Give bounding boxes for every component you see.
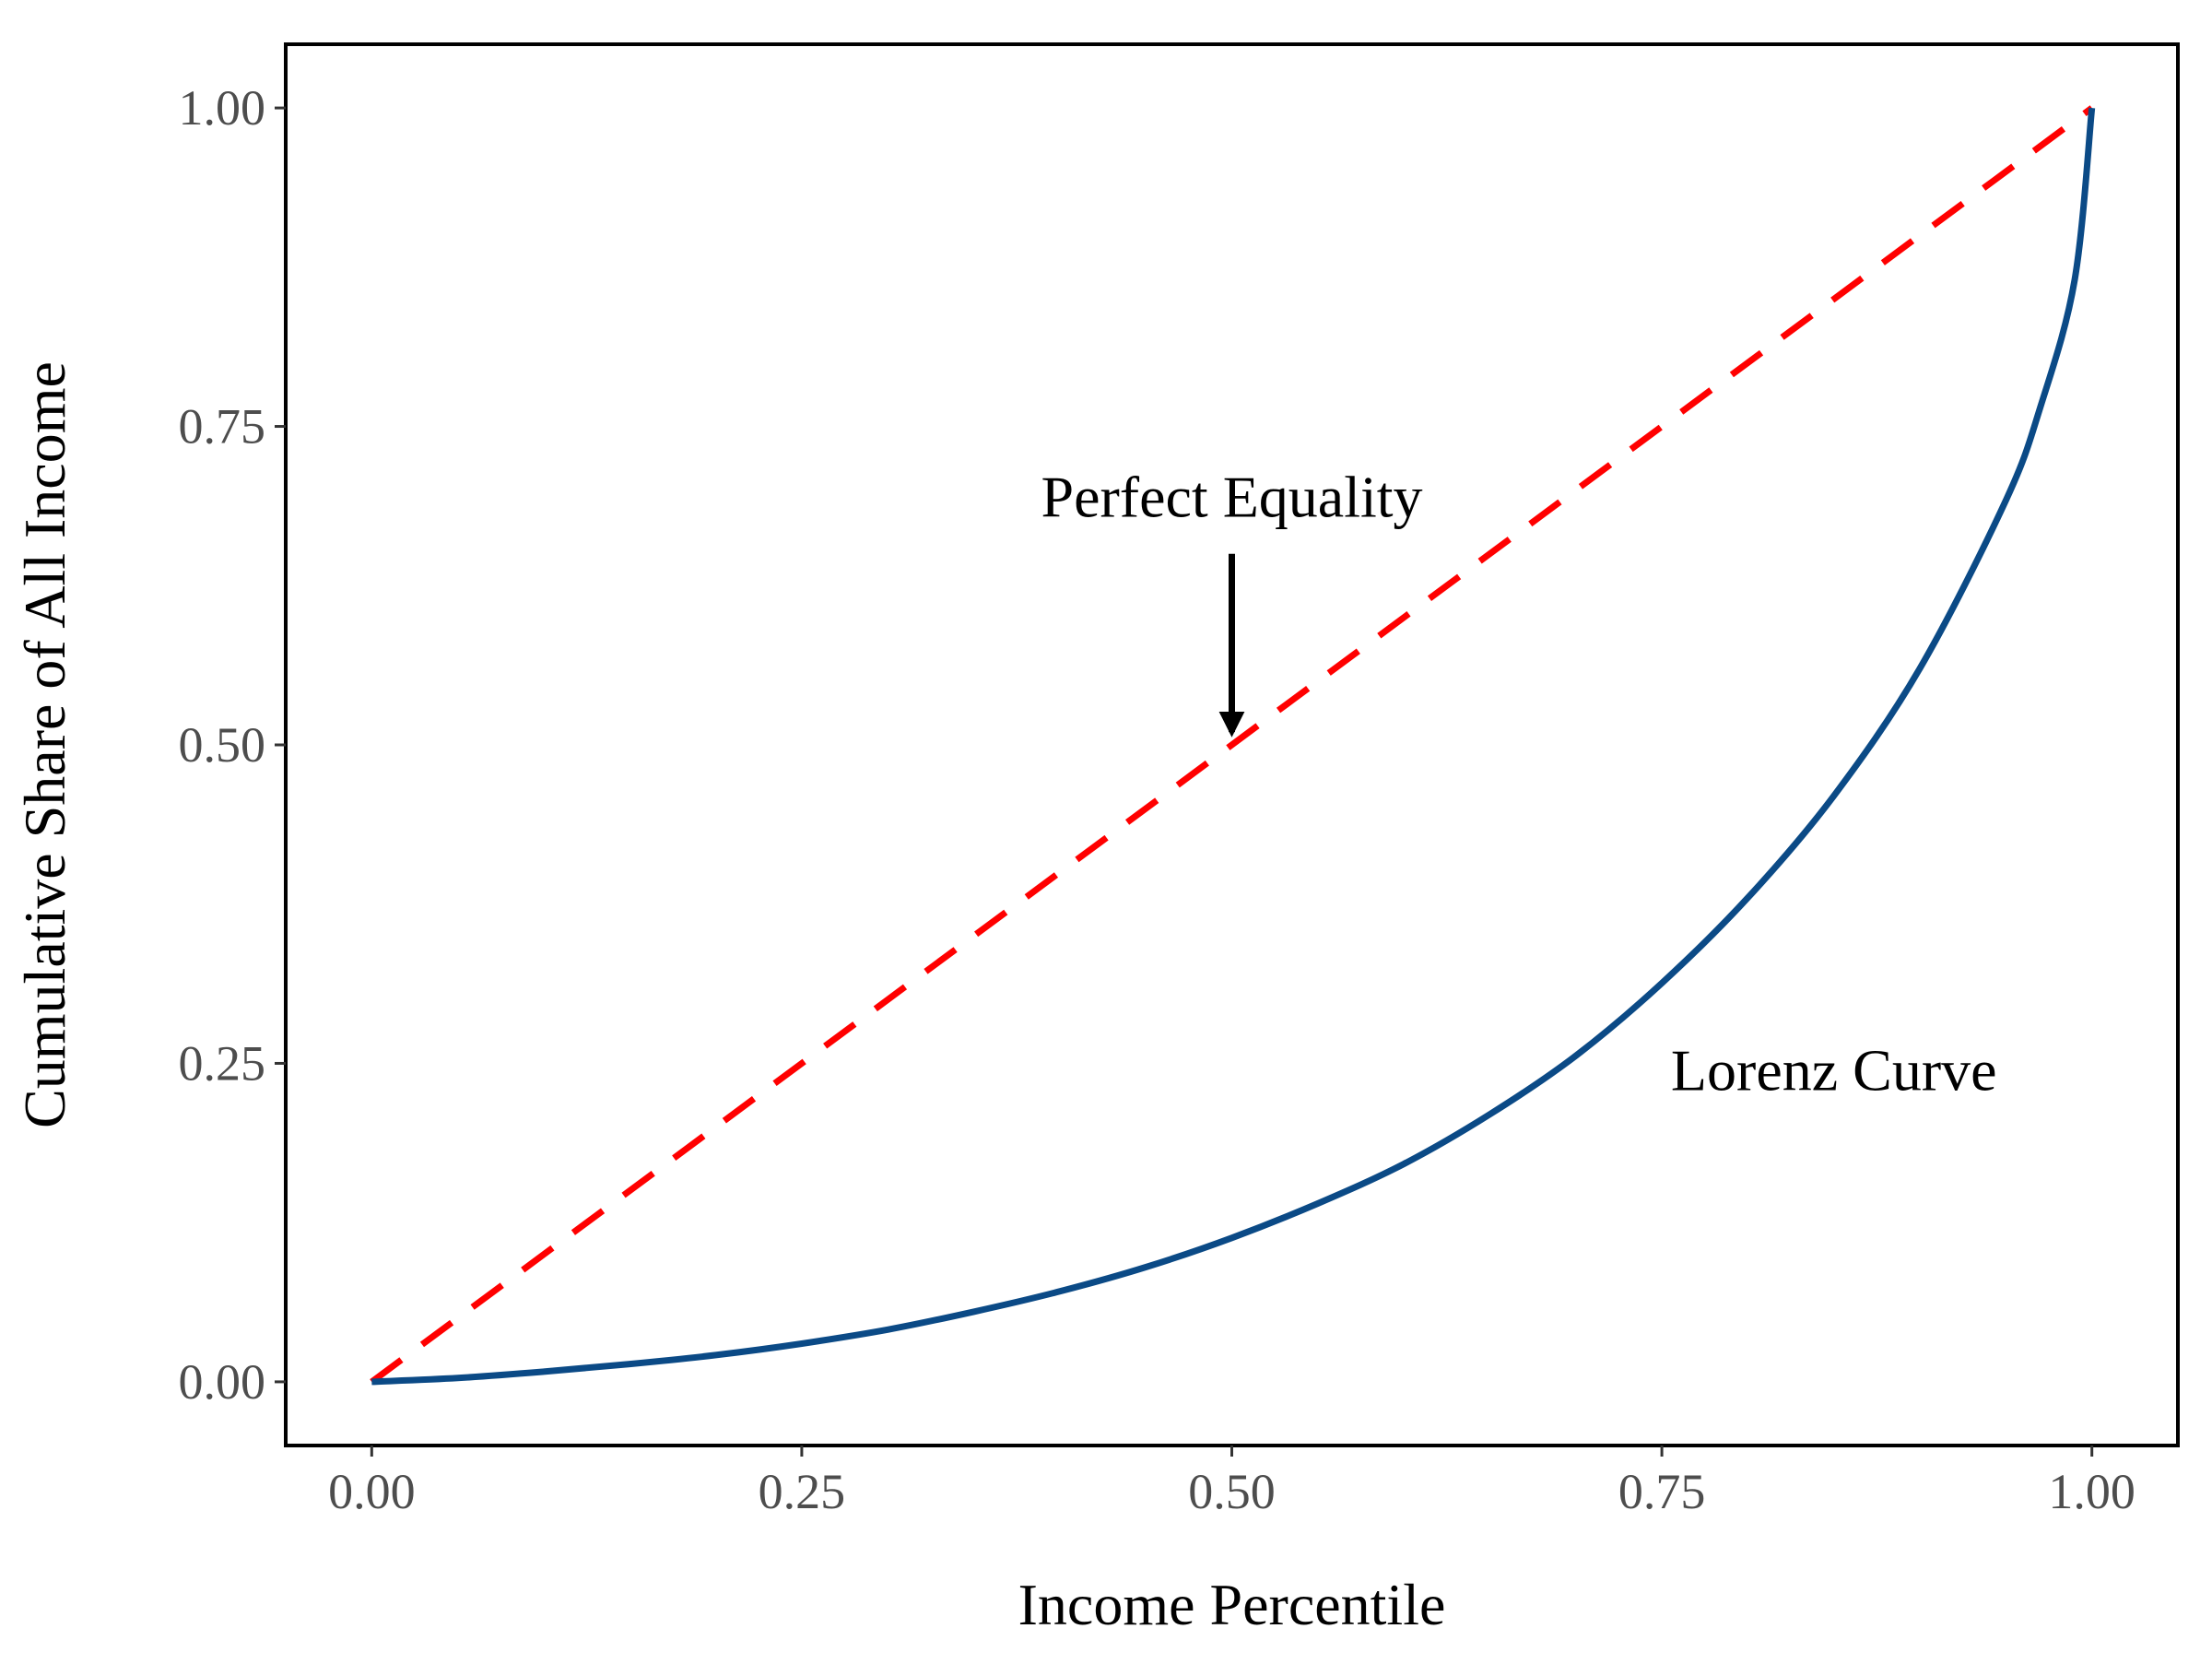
perfect-equality-label: Perfect Equality (1041, 465, 1422, 530)
y-tick-label: 0.00 (179, 1354, 266, 1410)
x-tick-label: 0.00 (328, 1464, 416, 1519)
lorenz-curve-line (371, 107, 2096, 1386)
x-axis-title: Income Percentile (1018, 1572, 1446, 1637)
x-tick-label: 0.75 (1618, 1464, 1706, 1519)
y-tick-label: 0.50 (179, 717, 266, 773)
y-axis-title: Cumulative Share of All Income (12, 361, 77, 1128)
x-tick-label: 0.50 (1188, 1464, 1276, 1519)
lorenz-curve-label: Lorenz Curve (1671, 1037, 1997, 1103)
y-tick-label: 0.75 (179, 399, 266, 454)
x-tick-label: 0.25 (759, 1464, 846, 1519)
perfect-equality-line (370, 105, 2094, 1385)
y-tick-label: 1.00 (179, 80, 266, 136)
y-tick-label: 0.25 (179, 1035, 266, 1091)
x-tick-label: 1.00 (2048, 1464, 2136, 1519)
